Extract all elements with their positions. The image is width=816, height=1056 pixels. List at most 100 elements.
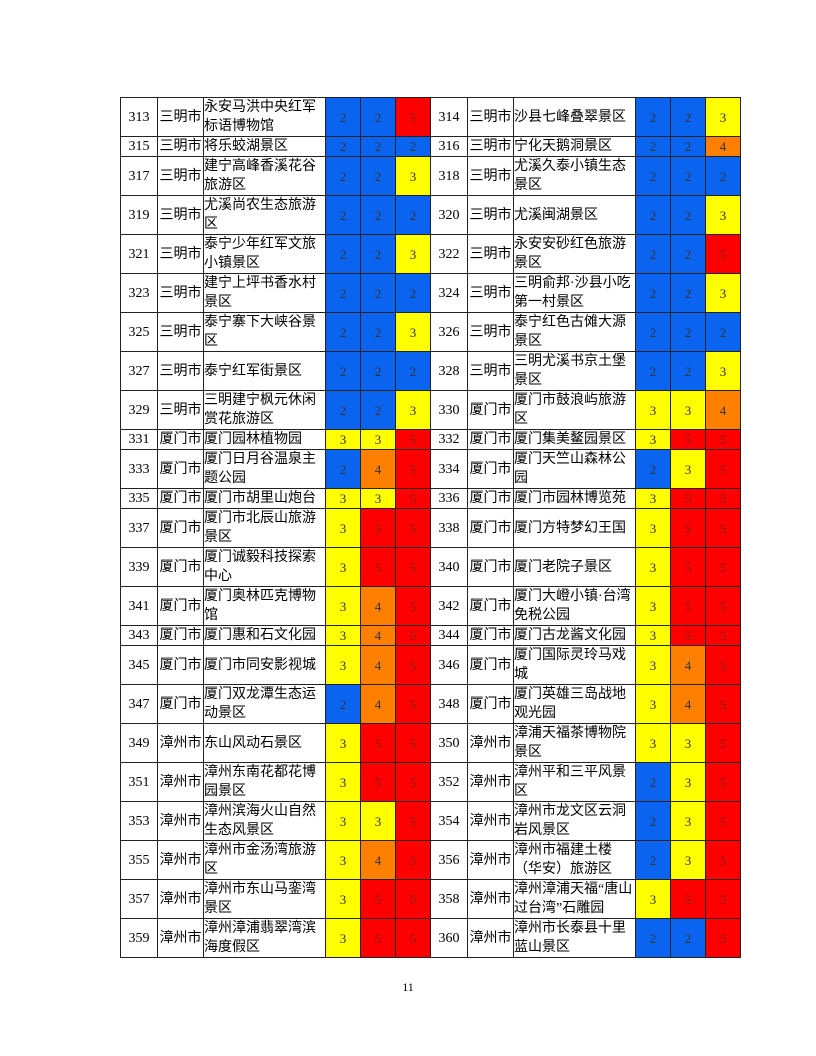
city-name: 漳州市 <box>467 723 514 763</box>
score-cell: 3 <box>635 879 671 919</box>
score-cell: 2 <box>670 351 706 391</box>
entry-number: 326 <box>430 312 468 352</box>
table-row: 327 三明市 泰宁红军街景区 2 2 2 328 三明市 三明尤溪书京土堡景区 2 2 3 <box>120 351 741 391</box>
city-name: 三明市 <box>467 234 514 274</box>
entry-number: 313 <box>120 97 158 137</box>
table-row: 333 厦门市 厦门日月谷温泉主题公园 2 4 5 334 厦门市 厦门天竺山森林公园 2 3 5 <box>120 449 741 489</box>
scenic-area-name: 漳州漳浦天福“唐山过台湾”石雕园 <box>513 879 636 919</box>
score-cell: 2 <box>635 234 671 274</box>
table-row: 331 厦门市 厦门园林植物园 3 3 5 332 厦门市 厦门集美鳌园景区 3 5 5 <box>120 429 741 450</box>
scenic-area-name: 将乐蛟湖景区 <box>203 136 326 157</box>
score-cell: 5 <box>670 879 706 919</box>
score-cell: 2 <box>635 449 671 489</box>
scenic-area-name: 尤溪久泰小镇生态景区 <box>513 156 636 196</box>
score-cell: 5 <box>395 918 431 958</box>
scenic-area-name: 漳州市东山马銮湾景区 <box>203 879 326 919</box>
scenic-area-name: 厦门集美鳌园景区 <box>513 429 636 450</box>
score-cell: 3 <box>670 723 706 763</box>
entry-number: 354 <box>430 801 468 841</box>
score-cell: 2 <box>325 97 361 137</box>
score-cell: 2 <box>325 449 361 489</box>
score-cell: 5 <box>705 234 741 274</box>
entry-number: 339 <box>120 547 158 587</box>
score-cell: 5 <box>705 488 741 509</box>
score-cell: 2 <box>635 195 671 235</box>
score-cell: 2 <box>670 97 706 137</box>
score-cell: 2 <box>360 390 396 430</box>
score-cell: 4 <box>360 645 396 685</box>
entry-number: 345 <box>120 645 158 685</box>
scenic-area-name: 漳浦天福茶博物院景区 <box>513 723 636 763</box>
score-cell: 5 <box>670 429 706 450</box>
scenic-area-name: 厦门大嶝小镇·台湾免税公园 <box>513 586 636 626</box>
scenic-area-name: 厦门市胡里山炮台 <box>203 488 326 509</box>
score-cell: 5 <box>705 762 741 802</box>
entry-number: 340 <box>430 547 468 587</box>
score-cell: 3 <box>325 723 361 763</box>
score-cell: 5 <box>395 625 431 646</box>
score-cell: 5 <box>705 547 741 587</box>
score-cell: 5 <box>705 684 741 724</box>
scenic-area-name: 沙县七峰叠翠景区 <box>513 97 636 137</box>
table-row: 359 漳州市 漳州漳浦翡翠湾滨海度假区 3 5 5 360 漳州市 漳州市长泰县十里蓝山景区 2… <box>120 918 741 958</box>
scenic-area-name: 建宁上坪书香水村景区 <box>203 273 326 313</box>
table-row: 353 漳州市 漳州滨海火山自然生态风景区 3 3 5 354 漳州市 漳州市龙文区云洞岩风景区… <box>120 801 741 841</box>
score-cell: 4 <box>705 136 741 157</box>
entry-number: 325 <box>120 312 158 352</box>
score-cell: 3 <box>395 390 431 430</box>
scenic-area-name: 厦门市鼓浪屿旅游区 <box>513 390 636 430</box>
entry-number: 358 <box>430 879 468 919</box>
table-row: 343 厦门市 厦门惠和石文化园 3 4 5 344 厦门市 厦门古龙酱文化园 3 5 5 <box>120 625 741 646</box>
scenic-area-name: 厦门诚毅科技探索中心 <box>203 547 326 587</box>
score-cell: 5 <box>360 879 396 919</box>
score-cell: 5 <box>705 840 741 880</box>
score-cell: 3 <box>670 449 706 489</box>
scenic-area-name: 泰宁红色古傩大源景区 <box>513 312 636 352</box>
entry-number: 331 <box>120 429 158 450</box>
score-cell: 3 <box>360 429 396 450</box>
score-cell: 2 <box>635 762 671 802</box>
entry-number: 360 <box>430 918 468 958</box>
city-name: 三明市 <box>157 195 204 235</box>
score-cell: 5 <box>705 801 741 841</box>
score-cell: 5 <box>395 449 431 489</box>
scenic-area-name: 厦门园林植物园 <box>203 429 326 450</box>
city-name: 三明市 <box>467 351 514 391</box>
entry-number: 351 <box>120 762 158 802</box>
entry-number: 334 <box>430 449 468 489</box>
score-cell: 5 <box>395 586 431 626</box>
score-cell: 2 <box>360 312 396 352</box>
score-cell: 3 <box>325 840 361 880</box>
score-cell: 5 <box>670 488 706 509</box>
score-cell: 5 <box>705 645 741 685</box>
score-cell: 3 <box>635 645 671 685</box>
scenic-area-name: 厦门市园林博览苑 <box>513 488 636 509</box>
table-row: 339 厦门市 厦门诚毅科技探索中心 3 5 5 340 厦门市 厦门老院子景区 3 5 5 <box>120 547 741 587</box>
city-name: 厦门市 <box>157 508 204 548</box>
scenic-area-name: 厦门国际灵玲马戏城 <box>513 645 636 685</box>
score-cell: 5 <box>395 879 431 919</box>
scenic-area-name: 漳州东南花都花博园景区 <box>203 762 326 802</box>
score-cell: 2 <box>635 136 671 157</box>
score-cell: 4 <box>360 840 396 880</box>
entry-number: 318 <box>430 156 468 196</box>
score-cell: 2 <box>360 195 396 235</box>
score-cell: 5 <box>360 547 396 587</box>
score-cell: 2 <box>360 97 396 137</box>
score-cell: 5 <box>705 879 741 919</box>
entry-number: 330 <box>430 390 468 430</box>
city-name: 漳州市 <box>157 879 204 919</box>
score-cell: 3 <box>395 234 431 274</box>
city-name: 三明市 <box>157 156 204 196</box>
scenic-area-name: 三明俞邦·沙县小吃第一村景区 <box>513 273 636 313</box>
table-row: 321 三明市 泰宁少年红军文旅小镇景区 2 2 3 322 三明市 永安安砂红色旅游景区 2 2 5 <box>120 234 741 274</box>
scenic-area-name: 三明建宁枫元休闲赏花旅游区 <box>203 390 326 430</box>
score-cell: 5 <box>360 508 396 548</box>
score-cell: 3 <box>635 684 671 724</box>
score-cell: 3 <box>635 586 671 626</box>
table-row: 323 三明市 建宁上坪书香水村景区 2 2 2 324 三明市 三明俞邦·沙县小吃第一村景区 2… <box>120 273 741 313</box>
city-name: 漳州市 <box>157 918 204 958</box>
score-cell: 4 <box>670 645 706 685</box>
score-cell: 2 <box>395 136 431 157</box>
city-name: 厦门市 <box>467 390 514 430</box>
